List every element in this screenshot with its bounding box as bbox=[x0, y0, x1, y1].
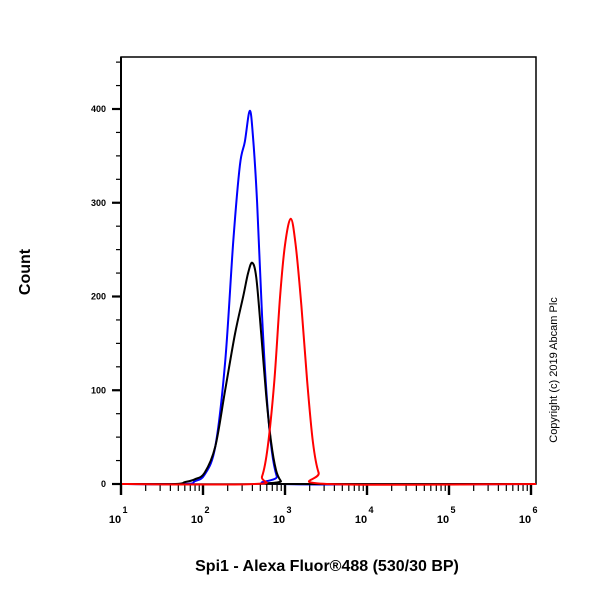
x-tick-label: 102 bbox=[191, 505, 210, 526]
histogram-series-000000 bbox=[120, 261, 537, 486]
x-axis-title: Spi1 - Alexa Fluor®488 (530/30 BP) bbox=[195, 558, 459, 575]
plot-frame bbox=[120, 56, 537, 485]
x-tick-base: 10 bbox=[519, 514, 531, 526]
x-tick-label: 105 bbox=[437, 505, 456, 526]
x-tick-exponent: 4 bbox=[368, 505, 373, 515]
x-tick-label: 104 bbox=[355, 505, 374, 526]
copyright-notice: Copyright (c) 2019 Abcam Plc bbox=[548, 297, 560, 443]
y-tick-label: 300 bbox=[91, 198, 106, 208]
y-axis: 0 100 200 300 400 bbox=[91, 61, 121, 489]
x-tick-base: 10 bbox=[273, 514, 285, 526]
x-tick-exponent: 5 bbox=[450, 505, 455, 515]
y-tick-label: 100 bbox=[91, 385, 106, 395]
x-tick-base: 10 bbox=[355, 514, 367, 526]
y-tick-label: 400 bbox=[91, 104, 106, 114]
x-tick-exponent: 6 bbox=[532, 505, 537, 515]
y-tick-label: 0 bbox=[101, 479, 106, 489]
x-tick-exponent: 2 bbox=[204, 505, 209, 515]
series-layer bbox=[120, 109, 537, 486]
x-tick-label: 106 bbox=[519, 505, 538, 526]
x-tick-base: 10 bbox=[191, 514, 203, 526]
x-tick-base: 10 bbox=[109, 514, 121, 526]
histogram-series-ff0000 bbox=[120, 217, 537, 486]
y-axis-title: Count bbox=[17, 248, 34, 295]
x-tick-exponent: 3 bbox=[286, 505, 291, 515]
x-tick-exponent: 1 bbox=[122, 505, 127, 515]
x-tick-base: 10 bbox=[437, 514, 449, 526]
x-tick-label: 101 bbox=[109, 505, 128, 526]
y-tick-label: 200 bbox=[91, 292, 106, 302]
x-tick-label: 103 bbox=[273, 505, 292, 526]
